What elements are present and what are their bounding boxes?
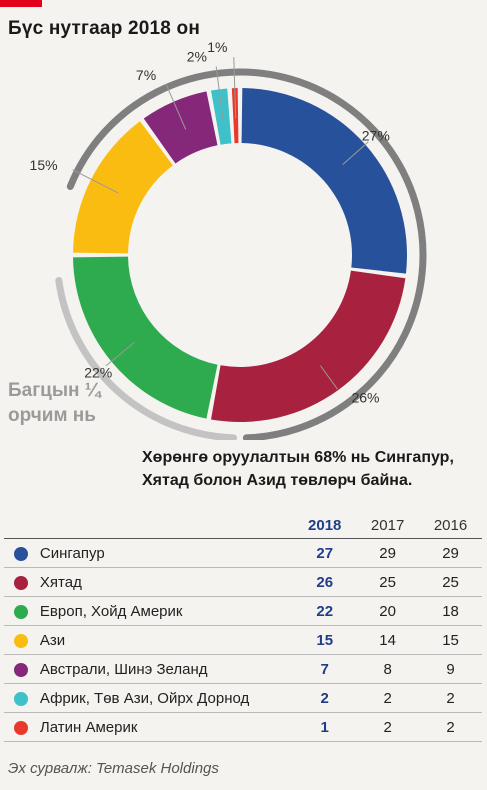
row-region-name: Сингапур bbox=[37, 538, 294, 568]
leader-line-5 bbox=[165, 84, 187, 130]
slice-label-5: 7% bbox=[136, 67, 156, 83]
donut-slice-2 bbox=[211, 270, 406, 422]
quarter-arc-light bbox=[55, 276, 238, 440]
cell-year-2018: 1 bbox=[293, 712, 357, 742]
cell-year-2017: 25 bbox=[356, 567, 420, 597]
subtitle-line-2: Хятад болон Азид төвлөрч байна. bbox=[142, 472, 413, 489]
subtitle-line-1: Хөрөнгө оруулалтын 68% нь Сингапур, bbox=[142, 449, 454, 466]
cell-year-2017: 2 bbox=[356, 712, 420, 742]
row-region-name: Хятад bbox=[37, 567, 294, 597]
table-row: Австрали, Шинэ Зеланд 7 8 9 bbox=[4, 654, 482, 684]
leader-line-6 bbox=[215, 66, 224, 120]
leader-line-1 bbox=[342, 141, 369, 165]
legend-dot-cell bbox=[4, 596, 38, 626]
legend-dot-cell bbox=[4, 625, 38, 655]
legend-dot bbox=[13, 720, 28, 735]
legend-dot-cell bbox=[4, 538, 38, 568]
donut-slice-1 bbox=[241, 88, 407, 274]
row-region-name: Европ, Хойд Америк bbox=[37, 596, 294, 626]
table-row: Латин Америк 1 2 2 bbox=[4, 712, 482, 742]
row-region-name: Австрали, Шинэ Зеланд bbox=[37, 654, 294, 684]
source-note: Эх сурвалж: Temasek Holdings bbox=[8, 760, 219, 777]
leader-line-3 bbox=[105, 341, 135, 367]
cell-year-2016: 9 bbox=[419, 654, 482, 684]
cell-year-2018: 7 bbox=[293, 654, 357, 684]
cell-year-2017: 29 bbox=[356, 538, 420, 568]
legend-dot bbox=[13, 691, 28, 706]
cell-year-2016: 25 bbox=[419, 567, 482, 597]
cell-year-2017: 20 bbox=[356, 596, 420, 626]
table-row: Сингапур 27 29 29 bbox=[4, 538, 482, 568]
legend-dot bbox=[13, 575, 28, 590]
cell-year-2018: 2 bbox=[293, 683, 357, 713]
quarter-note-line-2: орчим нь bbox=[8, 405, 96, 426]
cell-year-2017: 8 bbox=[356, 654, 420, 684]
subtitle: Хөрөнгө оруулалтын 68% нь Сингапур, Хята… bbox=[142, 446, 454, 492]
col-header-2016: 2016 bbox=[419, 512, 482, 539]
slice-label-2: 26% bbox=[351, 389, 379, 405]
cell-year-2016: 15 bbox=[419, 625, 482, 655]
quarter-arc-dark bbox=[66, 68, 427, 440]
legend-dot-cell bbox=[4, 654, 38, 684]
cell-year-2016: 29 bbox=[419, 538, 482, 568]
donut-slice-4 bbox=[73, 121, 173, 254]
legend-dot-cell bbox=[4, 712, 38, 742]
col-header-2017: 2017 bbox=[356, 512, 420, 539]
legend-dot-cell bbox=[4, 567, 38, 597]
row-region-name: Ази bbox=[37, 625, 294, 655]
table-row: Африк, Төв Ази, Ойрх Дорнод 2 2 2 bbox=[4, 683, 482, 713]
legend-dot-cell bbox=[4, 683, 38, 713]
cell-year-2018: 15 bbox=[293, 625, 357, 655]
donut-slice-5 bbox=[143, 91, 218, 164]
table-row: Хятад 26 25 25 bbox=[4, 567, 482, 597]
table-row: Европ, Хойд Америк 22 20 18 bbox=[4, 596, 482, 626]
row-region-name: Африк, Төв Ази, Ойрх Дорнод bbox=[37, 683, 294, 713]
header-blank-name bbox=[37, 512, 294, 539]
leader-line-4 bbox=[72, 169, 119, 194]
col-header-2018: 2018 bbox=[293, 512, 357, 539]
slice-label-6: 2% bbox=[187, 49, 207, 65]
top-accent-bar bbox=[0, 0, 42, 7]
cell-year-2018: 27 bbox=[293, 538, 357, 568]
legend-dot bbox=[13, 633, 28, 648]
cell-year-2018: 22 bbox=[293, 596, 357, 626]
legend-dot bbox=[13, 604, 28, 619]
header-blank-dot bbox=[4, 512, 38, 539]
donut-slice-3 bbox=[73, 256, 218, 419]
legend-dot bbox=[13, 662, 28, 677]
cell-year-2016: 2 bbox=[419, 712, 482, 742]
data-table: 2018 2017 2016 Сингапур 27 29 29 Хятад 26 25 25… bbox=[4, 512, 482, 742]
leader-line-2 bbox=[319, 365, 338, 390]
cell-year-2017: 14 bbox=[356, 625, 420, 655]
slice-label-4: 15% bbox=[30, 157, 58, 173]
slice-label-1: 27% bbox=[362, 127, 390, 143]
donut-chart: 27% 26% 22% 15% 7% 2%1% bbox=[30, 40, 427, 440]
donut-slice-6 bbox=[211, 88, 232, 145]
cell-year-2016: 2 bbox=[419, 683, 482, 713]
leader-line-7 bbox=[233, 57, 237, 119]
quarter-note: Багцын ¼ орчим нь bbox=[8, 378, 101, 428]
cell-year-2017: 2 bbox=[356, 683, 420, 713]
cell-year-2016: 18 bbox=[419, 596, 482, 626]
slice-label-7: 1% bbox=[207, 40, 227, 55]
row-region-name: Латин Америк bbox=[37, 712, 294, 742]
chart-title: Бүс нутгаар 2018 он bbox=[8, 18, 201, 39]
cell-year-2018: 26 bbox=[293, 567, 357, 597]
table-row: Ази 15 14 15 bbox=[4, 625, 482, 655]
table-header-row: 2018 2017 2016 bbox=[4, 512, 482, 539]
slice-label-3: 22% bbox=[84, 364, 112, 380]
legend-dot bbox=[13, 546, 28, 561]
quarter-note-line-1: Багцын ¼ bbox=[8, 380, 101, 401]
